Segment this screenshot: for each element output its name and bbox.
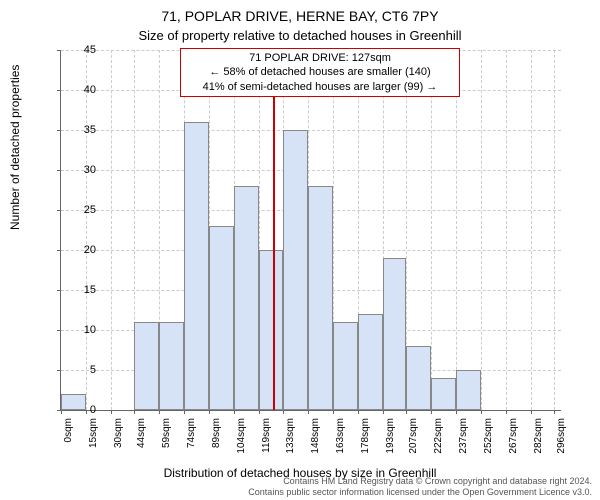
xtick-label: 148sqm: [310, 418, 321, 454]
xtick-mark: [209, 410, 210, 414]
annotation-line-3: 41% of semi-detached houses are larger (…: [185, 80, 455, 94]
chart-title-address: 71, POPLAR DRIVE, HERNE BAY, CT6 7PY: [0, 8, 600, 24]
ytick-mark: [57, 210, 61, 211]
histogram-bar: [259, 250, 282, 410]
annotation-line-1: 71 POPLAR DRIVE: 127sqm: [185, 51, 455, 65]
grid-line-v: [481, 50, 482, 410]
histogram-bar: [358, 314, 383, 410]
xtick-label: 237sqm: [458, 418, 469, 454]
ytick-label: 10: [66, 324, 96, 336]
ytick-label: 15: [66, 284, 96, 296]
xtick-label: 267sqm: [508, 418, 519, 454]
xtick-mark: [333, 410, 334, 414]
ytick-mark: [57, 130, 61, 131]
xtick-label: 163sqm: [335, 418, 346, 454]
xtick-label: 44sqm: [136, 418, 147, 448]
attribution-line-2: Contains public sector information licen…: [248, 487, 592, 498]
chart-subtitle: Size of property relative to detached ho…: [0, 28, 600, 43]
grid-line-v: [456, 50, 457, 410]
ytick-label: 5: [66, 364, 96, 376]
ytick-label: 0: [66, 404, 96, 416]
histogram-bar: [134, 322, 159, 410]
ytick-label: 45: [66, 44, 96, 56]
ytick-label: 20: [66, 244, 96, 256]
xtick-mark: [234, 410, 235, 414]
xtick-mark: [159, 410, 160, 414]
ytick-mark: [57, 250, 61, 251]
ytick-mark: [57, 170, 61, 171]
grid-line-v: [531, 50, 532, 410]
grid-line-h: [61, 170, 561, 171]
annotation-box: 71 POPLAR DRIVE: 127sqm ← 58% of detache…: [180, 48, 460, 97]
xtick-label: 193sqm: [385, 418, 396, 454]
property-marker-line: [273, 50, 275, 410]
ytick-label: 25: [66, 204, 96, 216]
xtick-label: 74sqm: [186, 418, 197, 448]
xtick-mark: [61, 410, 62, 414]
xtick-label: 252sqm: [483, 418, 494, 454]
attribution-text: Contains HM Land Registry data © Crown c…: [248, 476, 592, 498]
histogram-bar: [383, 258, 406, 410]
histogram-bar: [184, 122, 209, 410]
xtick-label: 119sqm: [261, 418, 272, 453]
xtick-mark: [358, 410, 359, 414]
ytick-mark: [57, 370, 61, 371]
grid-line-v: [431, 50, 432, 410]
histogram-bar: [209, 226, 234, 410]
xtick-label: 30sqm: [113, 418, 124, 448]
y-axis-label: Number of detached properties: [8, 65, 22, 230]
histogram-bar: [431, 378, 456, 410]
grid-line-h: [61, 130, 561, 131]
grid-line-v: [554, 50, 555, 410]
ytick-mark: [57, 290, 61, 291]
histogram-bar: [234, 186, 259, 410]
xtick-mark: [456, 410, 457, 414]
xtick-mark: [506, 410, 507, 414]
attribution-line-1: Contains HM Land Registry data © Crown c…: [248, 476, 592, 487]
grid-line-v: [86, 50, 87, 410]
ytick-label: 40: [66, 84, 96, 96]
xtick-mark: [481, 410, 482, 414]
xtick-label: 296sqm: [556, 418, 567, 454]
xtick-label: 59sqm: [161, 418, 172, 448]
xtick-label: 133sqm: [285, 418, 296, 454]
xtick-mark: [283, 410, 284, 414]
xtick-mark: [531, 410, 532, 414]
histogram-bar: [333, 322, 358, 410]
histogram-bar: [406, 346, 431, 410]
ytick-mark: [57, 50, 61, 51]
xtick-label: 104sqm: [236, 418, 247, 454]
annotation-line-2: ← 58% of detached houses are smaller (14…: [185, 65, 455, 79]
histogram-bar: [283, 130, 308, 410]
property-size-chart: 71, POPLAR DRIVE, HERNE BAY, CT6 7PY Siz…: [0, 0, 600, 500]
xtick-label: 222sqm: [433, 418, 444, 454]
xtick-mark: [554, 410, 555, 414]
histogram-bar: [159, 322, 184, 410]
xtick-mark: [259, 410, 260, 414]
histogram-bar: [456, 370, 481, 410]
xtick-mark: [184, 410, 185, 414]
grid-line-v: [506, 50, 507, 410]
xtick-label: 178sqm: [360, 418, 371, 454]
ytick-mark: [57, 90, 61, 91]
grid-line-v: [111, 50, 112, 410]
ytick-label: 30: [66, 164, 96, 176]
ytick-mark: [57, 330, 61, 331]
xtick-mark: [134, 410, 135, 414]
ytick-label: 35: [66, 124, 96, 136]
histogram-bar: [308, 186, 333, 410]
xtick-label: 207sqm: [408, 418, 419, 454]
xtick-label: 15sqm: [88, 418, 99, 448]
xtick-mark: [431, 410, 432, 414]
plot-area: [60, 50, 561, 411]
xtick-mark: [383, 410, 384, 414]
xtick-mark: [111, 410, 112, 414]
xtick-label: 0sqm: [63, 418, 74, 442]
xtick-label: 282sqm: [533, 418, 544, 454]
xtick-mark: [406, 410, 407, 414]
xtick-mark: [308, 410, 309, 414]
xtick-label: 89sqm: [211, 418, 222, 448]
